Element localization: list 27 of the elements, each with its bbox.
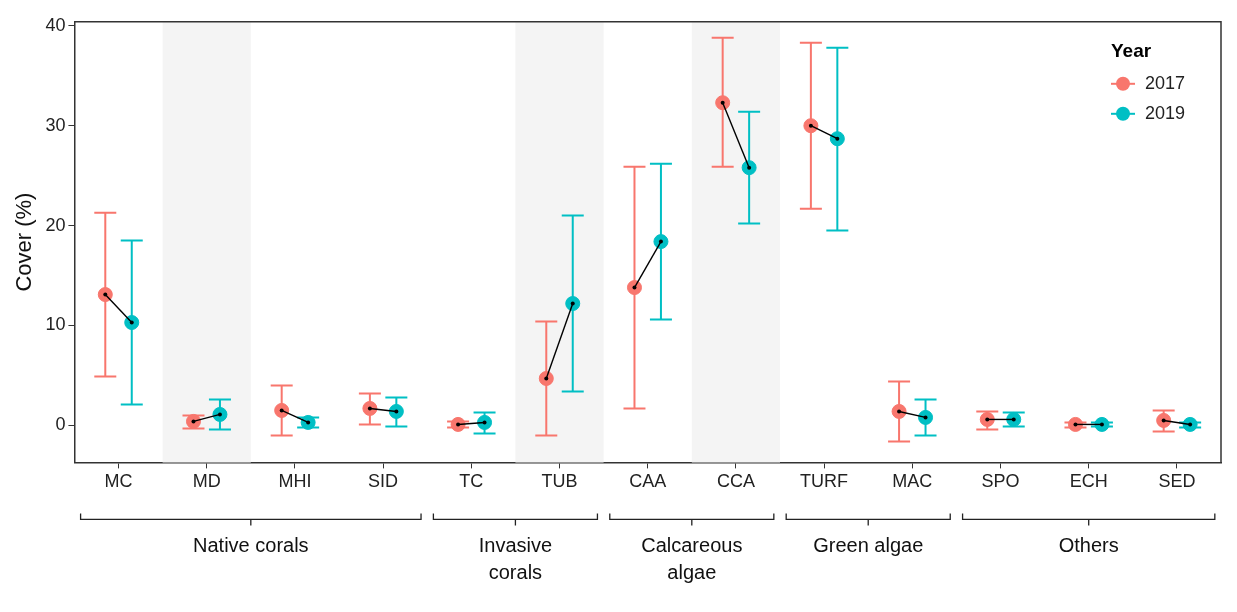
x-tick-label: MAC [892,471,933,492]
legend-label: 2017 [1145,72,1186,93]
y-axis-title: Cover (%) [11,192,37,292]
y-tick-label: 30 [45,114,66,135]
x-tick-label: ECH [1069,471,1108,492]
legend-label: 2019 [1145,102,1186,123]
x-tick-label: TURF [800,471,849,492]
x-tick-label: MHI [278,471,312,492]
y-tick-label: 0 [55,414,66,435]
x-tick-label: MC [104,471,133,492]
x-tick-label: SID [368,471,399,492]
x-tick-label: TC [459,471,484,492]
x-tick-label: TUB [541,471,578,492]
x-tick-label: SPO [981,471,1020,492]
x-tick-label: CAA [629,471,667,492]
x-tick-label: SED [1158,471,1196,492]
text: Invasive corals [478,533,553,583]
x-tick-label: MD [192,471,221,492]
y-tick-label: 20 [45,214,66,235]
y-tick-label: 40 [45,14,66,35]
y-tick-label: 10 [45,314,66,335]
text: Native corals [193,533,309,556]
text: Calcareous algae [641,533,743,583]
x-tick-label: CCA [716,471,755,492]
text: Others [1058,533,1119,556]
legend-title: Year [1111,40,1152,62]
text: Green algae [813,533,924,556]
